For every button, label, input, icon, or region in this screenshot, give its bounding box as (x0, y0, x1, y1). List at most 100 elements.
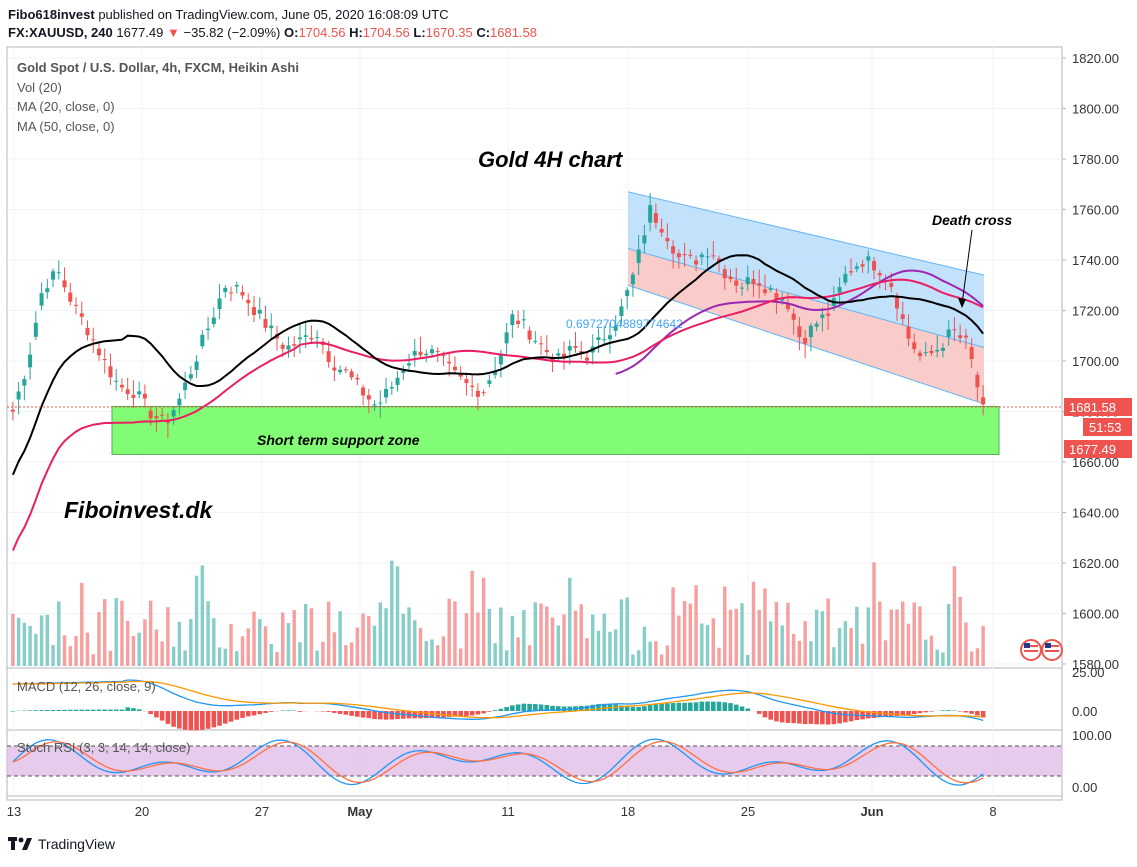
volume-bar (177, 621, 182, 666)
macd-hist-bar (67, 709, 73, 711)
macd-hist-bar (624, 706, 630, 711)
support-zone[interactable] (111, 405, 1000, 455)
candle-body (860, 264, 865, 267)
volume-bar (860, 643, 865, 666)
candle-body (51, 271, 56, 280)
candle-body (62, 280, 67, 288)
macd-hist-bar (102, 709, 108, 711)
chart-title-annotation[interactable]: Gold 4H chart (478, 147, 624, 172)
macd-hist-bar (108, 709, 113, 711)
vol-legend[interactable]: Vol (20) (17, 80, 62, 95)
publisher-name[interactable]: Fibo618invest (8, 7, 95, 22)
candle-body (96, 348, 101, 356)
volume-bar (723, 586, 727, 666)
stoch-legend[interactable]: Stoch RSI (3, 3, 14, 14, close) (17, 740, 190, 755)
candle-body (200, 334, 205, 347)
volume-bar (378, 602, 383, 666)
macd-hist-bar (464, 711, 469, 716)
volume-bar (883, 640, 888, 666)
candle-body (889, 283, 894, 288)
macd-hist-bar (975, 711, 980, 716)
tradingview-logo-icon[interactable] (8, 837, 32, 851)
candle-body (251, 307, 257, 315)
volume-bar (120, 600, 124, 666)
countdown-tag (1083, 418, 1132, 436)
channel-upper-zone[interactable] (628, 191, 984, 348)
volume-bar (413, 620, 417, 666)
price-axis[interactable]: 1820.00 1800.00 1780.00 1760.00 1740.00 1720.… (1062, 51, 1119, 672)
symbol-label[interactable]: FX:XAUUSD, 240 (8, 25, 113, 40)
macd-hist-bar (906, 711, 911, 716)
ma20-legend[interactable]: MA (20, close, 0) (17, 99, 115, 114)
volume-bar (68, 646, 73, 666)
candle-body (441, 355, 446, 357)
candle-body (843, 273, 848, 283)
volume-bar (608, 631, 612, 666)
us-flag-icon[interactable] (1020, 639, 1042, 661)
candle-body (378, 402, 383, 404)
volume-bar (591, 614, 595, 666)
death-cross-annotation[interactable]: Death cross (932, 212, 1012, 228)
candle-body (148, 410, 153, 419)
macd-hist-bar (62, 709, 67, 711)
candle-body (74, 304, 79, 306)
volume-bar (872, 562, 876, 666)
x-tick-label: May (347, 804, 373, 819)
macd-hist-bar (797, 711, 802, 724)
macd-hist-bar (481, 711, 486, 714)
candle-body (292, 344, 297, 346)
volume-bar (407, 607, 411, 666)
volume-bar (946, 603, 951, 666)
candle-body (79, 313, 84, 317)
candle-body (452, 366, 457, 371)
candle-body (16, 391, 21, 400)
low-label: L: (413, 25, 426, 40)
down-arrow-icon: ▼ (167, 25, 180, 40)
macd-hist-bar (676, 702, 682, 711)
channel-lower-zone[interactable] (628, 248, 984, 404)
candle-body (297, 337, 302, 340)
volume-bar (688, 603, 693, 666)
macd-hist-bar (710, 701, 716, 711)
candle-body (625, 290, 630, 297)
channel-bottom-line[interactable] (627, 284, 985, 405)
ma50-legend[interactable]: MA (50, close, 0) (17, 119, 115, 134)
y-tick-label: 1700.00 (1072, 354, 1119, 369)
candle-body (424, 353, 429, 356)
volume-bar (952, 566, 957, 666)
candle-body (774, 293, 779, 300)
macd-hist-bar (50, 709, 56, 711)
macd-hist-bar (533, 704, 538, 711)
volume-bar (97, 612, 101, 666)
volume-bar (166, 607, 170, 666)
macd-hist-bar (412, 711, 418, 719)
candle-body (229, 292, 234, 294)
volume-bar (80, 582, 84, 666)
candle-body (183, 382, 188, 391)
support-zone-label[interactable]: Short term support zone (257, 432, 420, 448)
high-label: H: (349, 25, 363, 40)
macd-hist-bar (90, 709, 96, 711)
time-axis[interactable]: 13 20 27 May 11 18 25 Jun 8 (7, 804, 997, 819)
candle-body (211, 317, 216, 325)
macd-hist-bar (79, 709, 85, 711)
tradingview-brand[interactable]: TradingView (38, 836, 116, 852)
volume-bar (160, 641, 164, 666)
channel-top-line[interactable] (627, 191, 985, 276)
volume-bar (625, 597, 629, 666)
candle-body (573, 346, 578, 348)
candle-body (785, 304, 790, 310)
us-flag-icon[interactable] (1041, 639, 1063, 661)
volume-bar (280, 612, 285, 666)
volume-bar (929, 635, 934, 666)
volume-bar (923, 639, 928, 666)
macd-hist-bar (85, 709, 90, 711)
macd-legend[interactable]: MACD (12, 26, close, 9) (17, 679, 156, 694)
volume-bar (493, 643, 497, 666)
macd-hist-bar (831, 711, 837, 725)
volume-bar (39, 615, 44, 666)
candle-body (10, 409, 15, 412)
volume-bar (613, 629, 618, 666)
macd-hist-bar (205, 711, 211, 729)
